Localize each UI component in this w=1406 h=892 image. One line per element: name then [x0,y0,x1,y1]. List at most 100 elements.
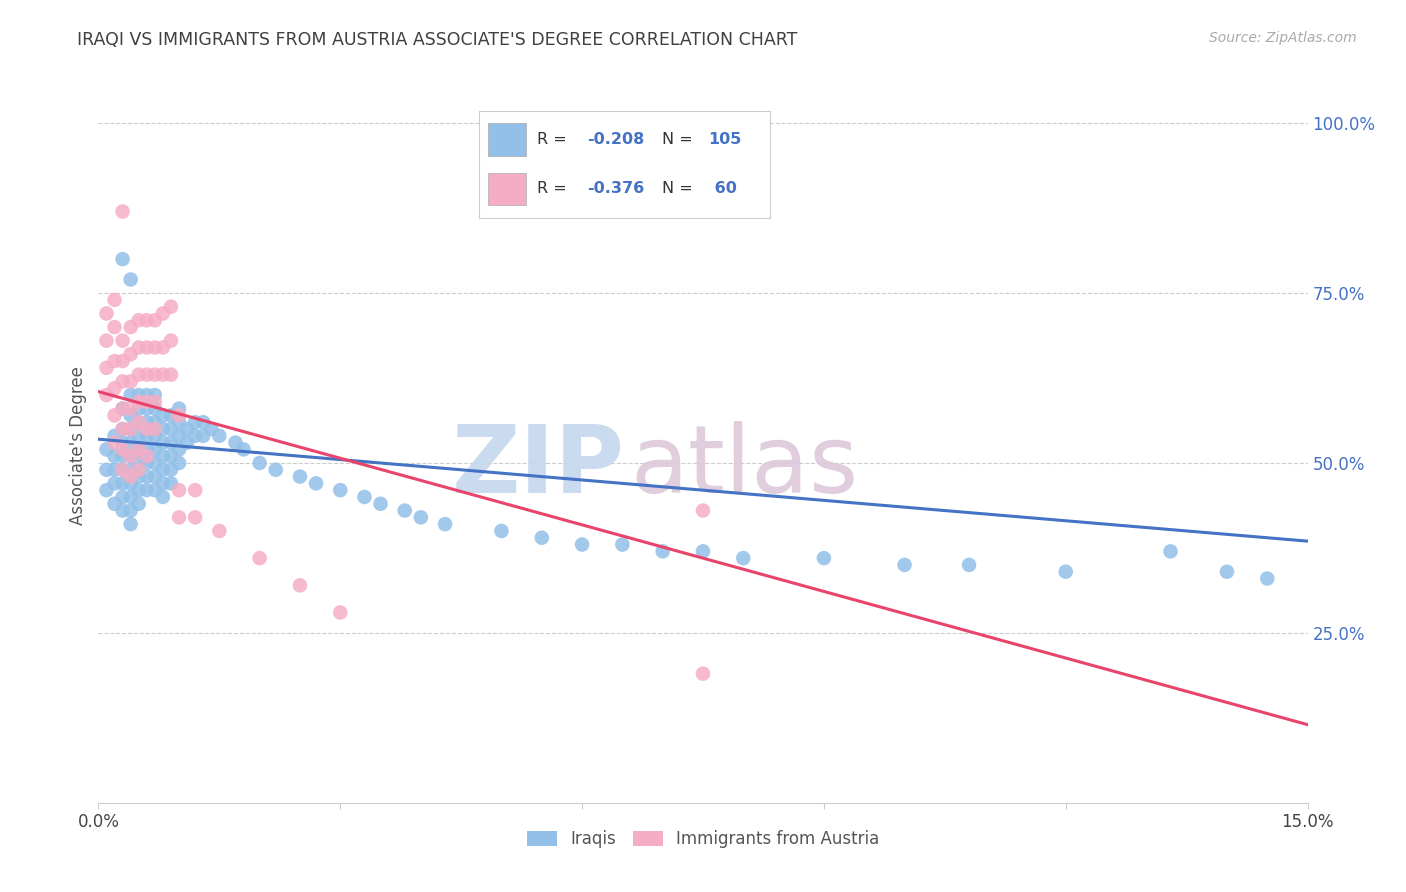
Point [143,368,166,382]
Point [128,388,150,402]
Point [120,272,142,286]
Point [143,388,166,402]
Point [135,313,157,327]
Point [135,341,157,355]
Point [135,415,157,429]
Point [1216,565,1239,579]
Point [120,449,142,463]
Point [128,463,150,477]
Point [96,442,118,457]
Point [143,469,166,483]
Point [120,347,142,361]
Point [1160,544,1182,558]
Point [184,510,207,524]
Point [120,449,142,463]
Point [111,463,134,477]
Point [135,368,157,382]
Point [143,456,166,470]
Point [120,490,142,504]
Point [111,442,134,457]
Point [208,429,231,443]
Point [152,341,174,355]
Point [143,394,166,409]
Point [111,422,134,436]
Point [491,524,513,538]
Point [111,334,134,348]
Point [103,429,125,443]
Point [135,483,157,498]
Point [135,429,157,443]
Point [160,368,183,382]
Point [530,531,553,545]
Point [103,463,125,477]
Point [264,463,287,477]
Point [571,537,593,551]
Point [167,401,190,416]
Point [111,435,134,450]
Point [128,401,150,416]
Point [176,435,198,450]
Point [167,456,190,470]
Point [96,360,118,375]
Point [152,435,174,450]
Point [167,409,190,423]
Point [120,388,142,402]
Point [103,476,125,491]
Point [160,334,183,348]
Point [329,483,352,498]
Point [96,334,118,348]
Point [135,422,157,436]
Point [160,476,183,491]
Point [103,409,125,423]
Point [120,503,142,517]
Point [135,394,157,409]
Point [111,401,134,416]
Point [160,435,183,450]
Point [160,409,183,423]
Point [120,463,142,477]
Point [96,306,118,320]
Point [135,442,157,457]
Point [152,422,174,436]
Text: atlas: atlas [630,421,859,514]
Point [135,401,157,416]
Point [103,293,125,307]
Point [143,341,166,355]
Point [167,429,190,443]
Point [128,456,150,470]
Point [120,422,142,436]
Point [128,341,150,355]
Point [152,306,174,320]
Point [160,300,183,314]
Point [200,422,222,436]
Point [103,354,125,368]
Point [160,463,183,477]
Point [733,551,755,566]
Point [152,409,174,423]
Point [1256,572,1278,586]
Point [167,510,190,524]
Point [193,415,215,429]
Point [128,442,150,457]
Point [103,497,125,511]
Point [249,456,271,470]
Point [111,422,134,436]
Point [120,469,142,483]
Legend: Iraqis, Immigrants from Austria: Iraqis, Immigrants from Austria [520,824,886,855]
Point [135,456,157,470]
Point [128,442,150,457]
Point [111,463,134,477]
Point [111,354,134,368]
Point [143,401,166,416]
Point [120,476,142,491]
Point [128,394,150,409]
Point [409,510,432,524]
Point [128,497,150,511]
Point [111,252,134,266]
Point [135,449,157,463]
Point [103,435,125,450]
Point [394,503,416,517]
Point [135,469,157,483]
Point [184,483,207,498]
Point [143,483,166,498]
